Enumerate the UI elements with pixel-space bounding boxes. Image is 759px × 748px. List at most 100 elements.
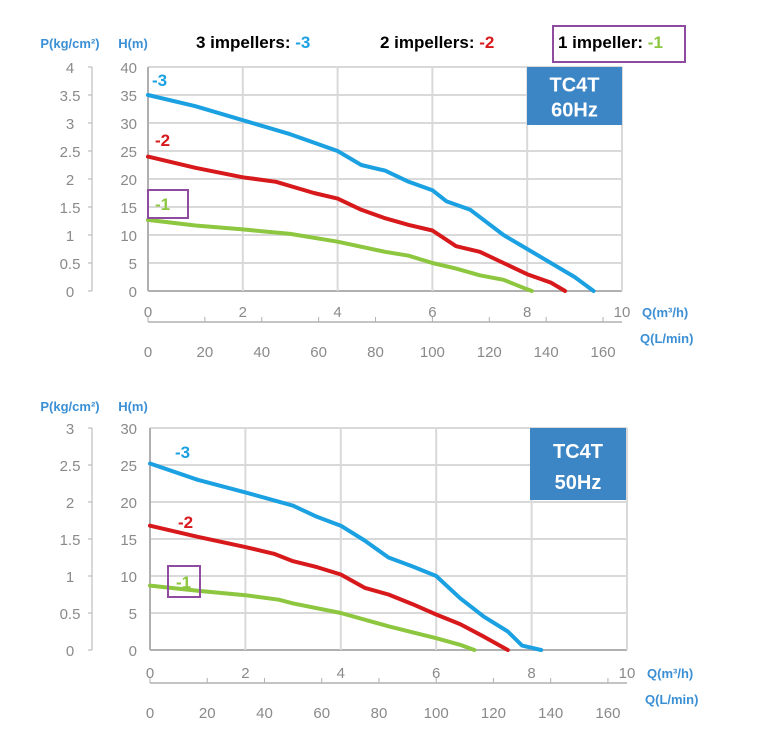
legend-label: 1 impeller: — [558, 33, 644, 52]
x-tick-label: 10 — [619, 665, 636, 682]
y2-tick-label: 4 — [66, 60, 74, 77]
y-tick-label: 20 — [120, 495, 137, 512]
y2-tick-label: 1.5 — [60, 200, 81, 217]
y2-axis-label: P(kg/cm²) — [40, 399, 99, 414]
x-tick-label: 4 — [337, 665, 345, 682]
series-line-n3 — [146, 93, 596, 293]
y2-tick-label: 2 — [66, 172, 74, 189]
x2-axis-label: Q(L/min) — [640, 331, 693, 346]
y-tick-label: 5 — [129, 606, 137, 623]
x-tick-label: 2 — [241, 665, 249, 682]
y2-tick-label: 0 — [66, 284, 74, 301]
x2-tick-label: 80 — [371, 705, 388, 722]
x2-tick-label: 100 — [424, 705, 449, 722]
x2-axis-label: Q(L/min) — [645, 692, 698, 707]
y2-tick-label: 3.5 — [60, 88, 81, 105]
series-label: -3 — [152, 71, 167, 90]
y-tick-label: 10 — [120, 228, 137, 245]
legend-item-1-impeller: 1 impeller: -1 — [558, 33, 663, 53]
y-tick-label: 30 — [120, 421, 137, 438]
legend-code: -1 — [647, 33, 663, 52]
x2-tick-label: 160 — [591, 344, 616, 361]
x2-tick-label: 60 — [313, 705, 330, 722]
y2-tick-label: 1.5 — [60, 532, 81, 549]
y2-tick-label: 3 — [66, 421, 74, 438]
model-badge — [530, 428, 626, 500]
x2-tick-label: 40 — [256, 705, 273, 722]
x2-tick-label: 20 — [199, 705, 216, 722]
y-tick-label: 10 — [120, 569, 137, 586]
x-tick-label: 0 — [146, 665, 154, 682]
y2-tick-label: 3 — [66, 116, 74, 133]
y-tick-label: 15 — [120, 532, 137, 549]
x2-tick-label: 120 — [481, 705, 506, 722]
series-highlight-box — [147, 189, 189, 219]
badge-frequency: 50Hz — [555, 472, 602, 494]
x2-tick-label: 20 — [197, 344, 214, 361]
x2-tick-label: 40 — [253, 344, 270, 361]
y-axis-label: H(m) — [118, 399, 148, 414]
x2-tick-label: 80 — [367, 344, 384, 361]
series-highlight-box — [167, 565, 201, 598]
y2-tick-label: 2.5 — [60, 144, 81, 161]
x2-tick-label: 0 — [144, 344, 152, 361]
y-tick-label: 25 — [120, 144, 137, 161]
x2-tick-label: 0 — [146, 705, 154, 722]
y-tick-label: 0 — [129, 284, 137, 301]
y-axis-label: H(m) — [118, 36, 148, 51]
series-label: -2 — [155, 131, 170, 150]
badge-model: TC4T — [550, 74, 600, 96]
y-tick-label: 35 — [120, 88, 137, 105]
series-line-n3 — [148, 461, 544, 652]
y-tick-label: 0 — [129, 643, 137, 660]
x-tick-label: 2 — [239, 304, 247, 321]
y2-tick-label: 1 — [66, 569, 74, 586]
y2-axis-label: P(kg/cm²) — [40, 36, 99, 51]
x2-tick-label: 100 — [420, 344, 445, 361]
x-axis-label: Q(m³/h) — [647, 666, 693, 681]
x2-tick-label: 160 — [595, 705, 620, 722]
y2-tick-label: 0.5 — [60, 606, 81, 623]
series-line-n1 — [148, 583, 477, 652]
y-tick-label: 40 — [120, 60, 137, 77]
x-axis-label: Q(m³/h) — [642, 305, 688, 320]
x-tick-label: 0 — [144, 304, 152, 321]
y2-tick-label: 0 — [66, 643, 74, 660]
y-tick-label: 30 — [120, 116, 137, 133]
y2-tick-label: 2 — [66, 495, 74, 512]
x-tick-label: 8 — [523, 304, 531, 321]
x2-tick-label: 120 — [477, 344, 502, 361]
y-tick-label: 20 — [120, 172, 137, 189]
legend-label: 3 impellers: — [196, 33, 291, 52]
legend-code: -2 — [479, 33, 495, 52]
legend-code: -3 — [295, 33, 311, 52]
model-badge — [527, 67, 622, 125]
legend-item-2-impellers: 2 impellers: -2 — [380, 33, 494, 53]
series-label: -1 — [155, 195, 170, 214]
y-tick-label: 15 — [120, 200, 137, 217]
series-label: -2 — [178, 513, 193, 532]
series-label: -3 — [175, 443, 190, 462]
x-tick-label: 6 — [432, 665, 440, 682]
x-tick-label: 6 — [428, 304, 436, 321]
badge-model: TC4T — [553, 441, 603, 463]
y2-tick-label: 1 — [66, 228, 74, 245]
series-line-n2 — [146, 154, 568, 293]
y-tick-label: 25 — [120, 458, 137, 475]
series-line-n2 — [148, 523, 510, 652]
x2-tick-label: 140 — [534, 344, 559, 361]
y2-tick-label: 2.5 — [60, 458, 81, 475]
x2-tick-label: 60 — [310, 344, 327, 361]
series-line-n1 — [146, 217, 534, 293]
y2-tick-label: 0.5 — [60, 256, 81, 273]
series-label: -1 — [176, 573, 191, 592]
legend-highlight-box — [552, 25, 686, 63]
legend-item-3-impellers: 3 impellers: -3 — [196, 33, 310, 53]
y-tick-label: 5 — [129, 256, 137, 273]
badge-frequency: 60Hz — [551, 99, 598, 121]
x2-tick-label: 140 — [538, 705, 563, 722]
x-tick-label: 10 — [614, 304, 631, 321]
